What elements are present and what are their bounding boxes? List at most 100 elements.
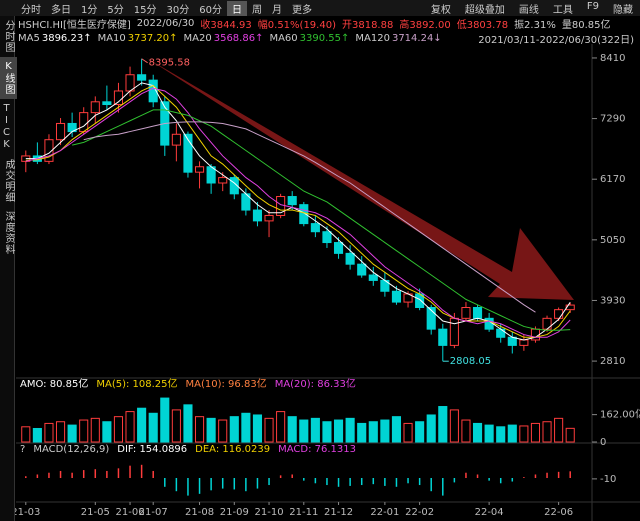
bar: [252, 414, 263, 443]
bar: [360, 478, 363, 486]
bar: [384, 478, 386, 486]
candle-body: [357, 263, 367, 276]
volume: 量80.85亿: [561, 19, 611, 31]
bar: [403, 422, 413, 443]
bar: [148, 412, 158, 443]
bar: [426, 414, 436, 443]
bar: [245, 478, 247, 492]
candle-body: [472, 306, 483, 319]
side-tab[interactable]: TICK: [1, 103, 12, 151]
candle-body: [102, 101, 112, 106]
tool-button[interactable]: 画线: [518, 4, 539, 16]
bar: [542, 421, 552, 443]
period-tab[interactable]: 15分: [133, 4, 157, 16]
candle-body: [322, 231, 332, 244]
period-tab[interactable]: 60分: [199, 4, 222, 16]
amplitude: 振2.31%: [514, 19, 556, 31]
period-tab[interactable]: 1分: [81, 4, 98, 16]
candle-body: [426, 306, 436, 330]
toolbar: 分时 多日 1分 5分 15分 30分 60分日周月更多 复权 超级叠加 画线 工具 F9 隐藏: [0, 0, 640, 16]
panel-header: ?: [20, 444, 25, 455]
bar: [554, 417, 564, 443]
bar: [415, 421, 425, 443]
bar: [102, 421, 112, 443]
x-tick-label: 21-11: [289, 507, 318, 518]
bar: [442, 478, 444, 496]
side-tab[interactable]: 深度资料: [3, 211, 14, 255]
period-tab[interactable]: 5分: [107, 4, 124, 16]
bar: [210, 478, 212, 491]
bar: [507, 424, 517, 443]
bar: [256, 478, 259, 489]
side-tab[interactable]: 成交明细: [3, 159, 14, 203]
bar: [129, 465, 131, 478]
symbol: HSHCI.HI[恒生医疗保健]: [18, 19, 131, 31]
candle-body: [345, 252, 355, 265]
low: 低3803.78: [456, 19, 509, 31]
bar: [291, 474, 293, 478]
bar: [333, 419, 344, 443]
period-tab[interactable]: 日: [226, 0, 247, 16]
y-tick-label: 7290: [600, 114, 625, 125]
candle-body: [461, 306, 471, 319]
y-tick-label: -10: [600, 474, 616, 485]
info-bar: HSHCI.HI[恒生医疗保健] 2022/06/30 收3844.93 幅0.…: [18, 16, 640, 31]
tool-button[interactable]: 复权: [430, 4, 451, 16]
bar: [21, 426, 31, 443]
x-tick-label: 21-10: [255, 507, 284, 518]
x-tick-label: 21-07: [139, 507, 168, 518]
candle-body: [287, 196, 297, 206]
y-tick-label: 162.00亿: [600, 408, 640, 421]
annotation: 8395.58: [149, 58, 190, 69]
bar: [449, 409, 459, 443]
side-tab[interactable]: K线图: [0, 57, 17, 99]
period-tab[interactable]: 分时: [21, 4, 41, 16]
bar: [461, 419, 471, 443]
bar: [511, 478, 514, 482]
bar: [82, 470, 85, 478]
bar: [164, 478, 166, 487]
tool-button[interactable]: 超级叠加: [464, 4, 505, 16]
bar: [198, 478, 201, 494]
bar: [268, 478, 270, 486]
candle-body: [44, 139, 54, 162]
open: 开3818.88: [341, 19, 394, 31]
period-tab[interactable]: 30分: [166, 4, 190, 16]
side-tab[interactable]: 分时图: [3, 20, 14, 53]
y-tick-label: 8410: [600, 53, 625, 64]
panel-header: MACD(12,26,9): [33, 444, 109, 455]
legend-value: 3896.23↑: [41, 32, 92, 44]
legend-value: 3737.20↑: [127, 32, 178, 44]
legend-value: 3714.24↓: [391, 32, 442, 44]
candle-body: [391, 290, 402, 303]
x-tick-label: 21-08: [185, 507, 214, 518]
bar: [36, 474, 39, 478]
bar: [264, 417, 274, 443]
tool-button[interactable]: 隐藏: [613, 4, 633, 16]
tool-button[interactable]: F9: [586, 0, 599, 12]
y-tick-label: 2810: [600, 356, 625, 367]
bar: [117, 468, 120, 478]
period-tab[interactable]: 周: [251, 4, 262, 16]
change: 幅0.51%(19.40): [257, 19, 336, 31]
tool-button[interactable]: 工具: [552, 4, 573, 16]
candle-body: [55, 122, 66, 141]
annotation: 2808.05: [450, 356, 491, 367]
period-tab[interactable]: 多日: [51, 4, 71, 16]
bar: [48, 472, 50, 478]
bar: [357, 422, 367, 443]
bar: [106, 470, 108, 478]
bar: [465, 472, 467, 478]
bar: [152, 470, 154, 478]
bar: [299, 419, 309, 443]
bar: [519, 425, 529, 443]
candle-body: [554, 309, 564, 319]
bar: [32, 427, 42, 443]
y-tick-label: 6170: [600, 174, 625, 185]
bar: [125, 411, 135, 443]
candle-body: [333, 242, 344, 254]
bar: [44, 422, 54, 443]
period-tab[interactable]: 月: [271, 4, 282, 16]
bar: [496, 426, 506, 443]
period-tab[interactable]: 更多: [291, 4, 312, 16]
